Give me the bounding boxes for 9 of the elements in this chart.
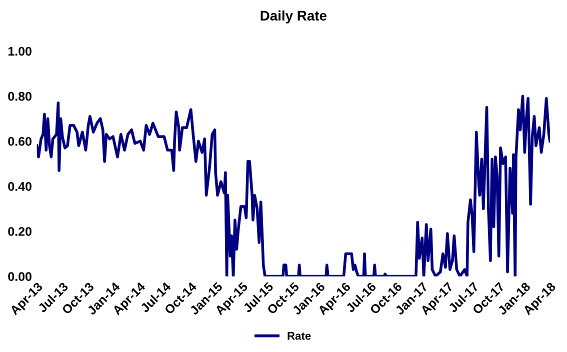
chart-title: Daily Rate xyxy=(260,10,327,24)
y-tick-label: 0.60 xyxy=(8,136,32,146)
y-tick-label: 0.00 xyxy=(8,272,32,281)
y-tick-label: 0.40 xyxy=(8,182,32,191)
legend-label: Rate xyxy=(288,332,311,340)
y-tick-label: 0.20 xyxy=(8,227,32,236)
y-tick-label: 1.00 xyxy=(8,46,32,56)
y-tick-label: 0.80 xyxy=(8,92,32,101)
line-series xyxy=(36,94,550,276)
